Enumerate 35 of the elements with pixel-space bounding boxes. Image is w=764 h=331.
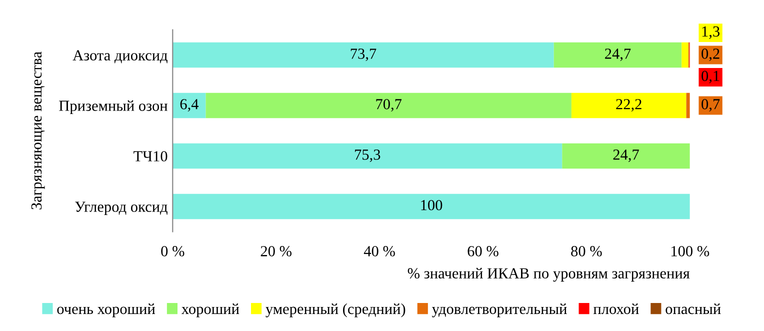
legend-label: опасный: [666, 303, 721, 314]
y-tick-label: Приземный озон: [59, 100, 168, 114]
legend-label: плохой: [593, 303, 639, 314]
y-axis-title: Загрязняющие вещества: [31, 52, 45, 210]
data-label: 70,7: [376, 99, 402, 112]
legend-label: умеренный (средний): [266, 303, 406, 318]
bar: [172, 143, 562, 169]
data-label: 1,3: [702, 26, 720, 39]
x-tick-label: 40 %: [364, 246, 395, 256]
data-label: 73,7: [350, 48, 376, 62]
x-tick-label: 0 %: [161, 246, 184, 256]
x-tick-label: 80 %: [571, 246, 602, 256]
x-tick-label: 100 %: [672, 246, 710, 256]
data-label: 0,7: [702, 99, 720, 112]
legend-label: хороший: [182, 303, 240, 318]
bar: [682, 42, 688, 68]
data-label: 75,3: [355, 150, 380, 162]
bar: [206, 92, 572, 118]
legend-label: удовлетворительный: [432, 303, 567, 318]
data-label: 24,7: [605, 48, 631, 62]
bar: [172, 194, 690, 220]
data-label: 0,1: [702, 70, 720, 84]
legend-label: очень хороший: [57, 303, 156, 318]
data-label: 0,2: [702, 48, 720, 62]
y-tick-label: ТЧ10: [134, 151, 168, 162]
x-tick-label: 20 %: [260, 246, 292, 256]
y-tick-label: Углерод оксид: [75, 202, 168, 216]
data-label: 24,7: [613, 150, 639, 162]
y-tick-label: Азота диоксид: [72, 50, 168, 64]
data-label: 100: [421, 200, 442, 210]
x-axis-title: % значений ИКАВ по уровням загрязнения: [408, 268, 690, 282]
x-tick-label: 60 %: [468, 246, 498, 256]
data-label: 6,4: [180, 99, 199, 112]
data-label: 22,2: [616, 99, 642, 112]
bar: [172, 42, 554, 68]
